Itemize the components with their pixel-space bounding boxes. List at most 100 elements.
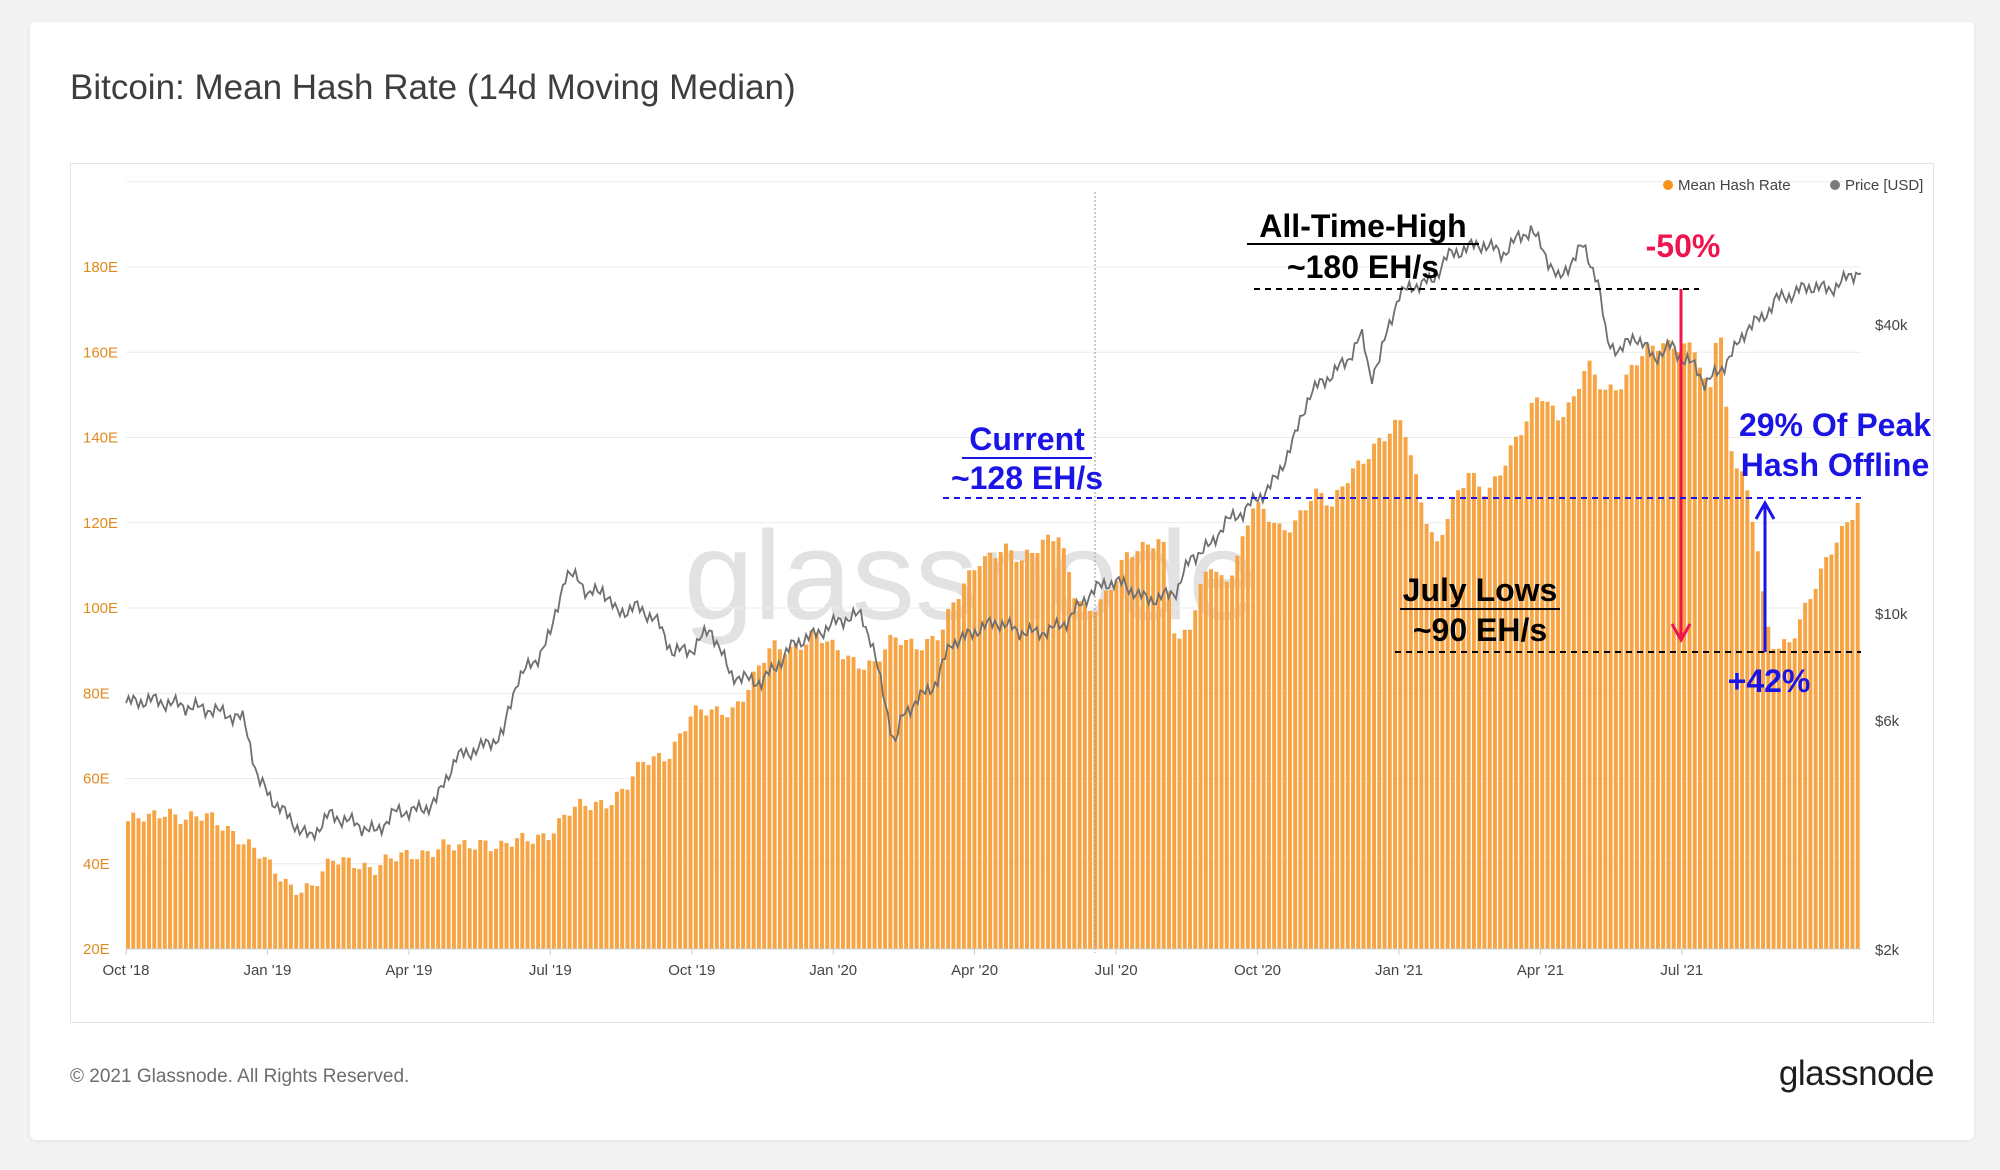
- ath-annotation: All-Time-High ~180 EH/s: [1247, 208, 1699, 290]
- hash-rate-bar: [599, 800, 604, 949]
- hash-rate-bar: [1098, 599, 1103, 949]
- hash-rate-bar: [925, 638, 930, 949]
- hash-rate-bar: [1308, 501, 1313, 949]
- hash-rate-bar: [131, 812, 136, 949]
- hash-rate-bar: [1540, 400, 1545, 949]
- hash-rate-bar: [898, 644, 903, 949]
- hash-rate-bar: [930, 635, 935, 949]
- hash-rate-bar: [851, 657, 856, 949]
- hash-rate-bar: [730, 707, 735, 949]
- hash-rate-bar: [940, 629, 945, 949]
- hash-rate-bar: [1645, 343, 1650, 949]
- july-label-line2: ~90 EH/s: [1413, 612, 1547, 648]
- hash-rate-bar: [1514, 436, 1518, 949]
- hash-rate-bar: [236, 844, 241, 949]
- hash-rate-bar: [1461, 487, 1466, 949]
- hash-rate-bar: [1414, 474, 1419, 949]
- hash-rate-bar: [1508, 445, 1513, 949]
- hash-rate-bar: [1471, 472, 1476, 949]
- hash-rate-bar: [352, 868, 357, 949]
- left-axis-tick-label: 120E: [83, 515, 118, 532]
- hash-rate-bar: [830, 639, 835, 949]
- ath-label-line2: ~180 EH/s: [1287, 249, 1439, 285]
- hash-rate-bar: [241, 844, 246, 949]
- hash-rate-bar: [1550, 405, 1555, 949]
- hash-rate-bar: [1650, 345, 1655, 949]
- hash-rate-bar: [956, 599, 961, 949]
- drop-arrow-head: [1670, 623, 1692, 644]
- hash-rate-bar: [1351, 468, 1355, 949]
- x-axis-tick-label: Oct '18: [102, 962, 149, 979]
- hash-rate-bar: [1124, 552, 1129, 949]
- hash-rate-bar: [1056, 537, 1061, 949]
- hash-rate-bar: [1808, 599, 1813, 949]
- hash-rate-bar: [1671, 348, 1676, 950]
- hash-rate-bar: [415, 859, 420, 949]
- x-axis-tick-label: Jan '19: [243, 962, 291, 979]
- footer-copyright: © 2021 Glassnode. All Rights Reserved.: [70, 1066, 410, 1087]
- hash-rate-bar: [189, 811, 194, 949]
- hash-rate-bar: [1209, 569, 1214, 949]
- hash-rate-bar: [1366, 459, 1371, 949]
- hash-rate-bar: [635, 761, 640, 949]
- hash-rate-bar: [1266, 521, 1271, 949]
- hash-rate-bar: [210, 812, 215, 949]
- hash-rate-bar: [283, 878, 288, 949]
- x-axis-tick-label: Apr '20: [951, 962, 998, 979]
- hash-rate-bar: [557, 818, 562, 949]
- hash-rate-bar: [1682, 343, 1687, 950]
- hash-rate-bar: [804, 644, 809, 949]
- left-axis-tick-label: 100E: [83, 600, 118, 617]
- hash-rate-bar: [725, 717, 730, 949]
- hash-rate-bar: [630, 776, 635, 949]
- hash-rate-bars: [126, 337, 1860, 950]
- hash-rate-bar: [1240, 536, 1245, 949]
- hash-rate-bar: [888, 635, 893, 949]
- hash-rate-bar: [1745, 490, 1750, 949]
- hash-rate-bar: [1782, 639, 1787, 949]
- hash-rate-bar: [1067, 572, 1072, 949]
- left-axis-tick-label: 80E: [83, 685, 110, 702]
- hash-rate-bar: [1419, 502, 1424, 949]
- hash-rate-bar: [967, 570, 972, 949]
- page-title: Bitcoin: Mean Hash Rate (14d Moving Medi…: [70, 68, 796, 107]
- hash-rate-bar: [646, 764, 651, 949]
- hash-rate-bar: [1845, 522, 1850, 949]
- hash-rate-bar: [1293, 520, 1298, 949]
- hash-rate-bar: [1524, 421, 1529, 950]
- hash-rate-bar: [1797, 619, 1802, 949]
- hash-rate-bar: [1676, 352, 1681, 950]
- legend-hash-swatch: [1663, 180, 1673, 190]
- hash-rate-bar: [299, 892, 304, 949]
- hash-rate-bar: [1329, 506, 1334, 949]
- hash-rate-bar: [961, 583, 966, 949]
- hash-rate-bar: [1135, 551, 1140, 949]
- hash-rate-bar: [1719, 337, 1724, 949]
- hash-rate-bar: [1571, 396, 1576, 949]
- hash-rate-bar: [1771, 648, 1776, 949]
- hash-rate-bar: [1072, 598, 1077, 949]
- hash-rate-bar: [820, 643, 824, 949]
- hash-rate-bar: [793, 643, 798, 949]
- legend-hash-label: Mean Hash Rate: [1678, 177, 1791, 194]
- current-label-line1: Current: [969, 421, 1085, 457]
- hash-rate-bar: [1040, 539, 1045, 949]
- hash-rate-bar: [1482, 496, 1487, 949]
- hash-rate-bar: [1177, 638, 1182, 949]
- hash-rate-bar: [1545, 401, 1550, 949]
- hash-rate-bar: [988, 552, 993, 949]
- chart-svg: glassnode 20E40E60E80E100E120E140E160E18…: [83, 177, 1931, 979]
- hash-rate-bar: [814, 632, 819, 949]
- hash-rate-bar: [1498, 475, 1503, 949]
- hash-rate-bar: [509, 846, 514, 949]
- right-axis-tick-label: $40k: [1875, 317, 1908, 334]
- x-axis-tick-label: Jan '21: [1375, 962, 1423, 979]
- hash-rate-bar: [620, 788, 625, 949]
- hash-rate-bar: [1776, 648, 1781, 949]
- hash-rate-bar: [835, 650, 840, 949]
- hash-rate-bar: [494, 848, 498, 949]
- hash-rate-bar: [1834, 542, 1839, 949]
- hash-rate-bar: [394, 861, 399, 949]
- hash-rate-bar: [1824, 557, 1829, 949]
- hash-rate-bar: [572, 806, 577, 949]
